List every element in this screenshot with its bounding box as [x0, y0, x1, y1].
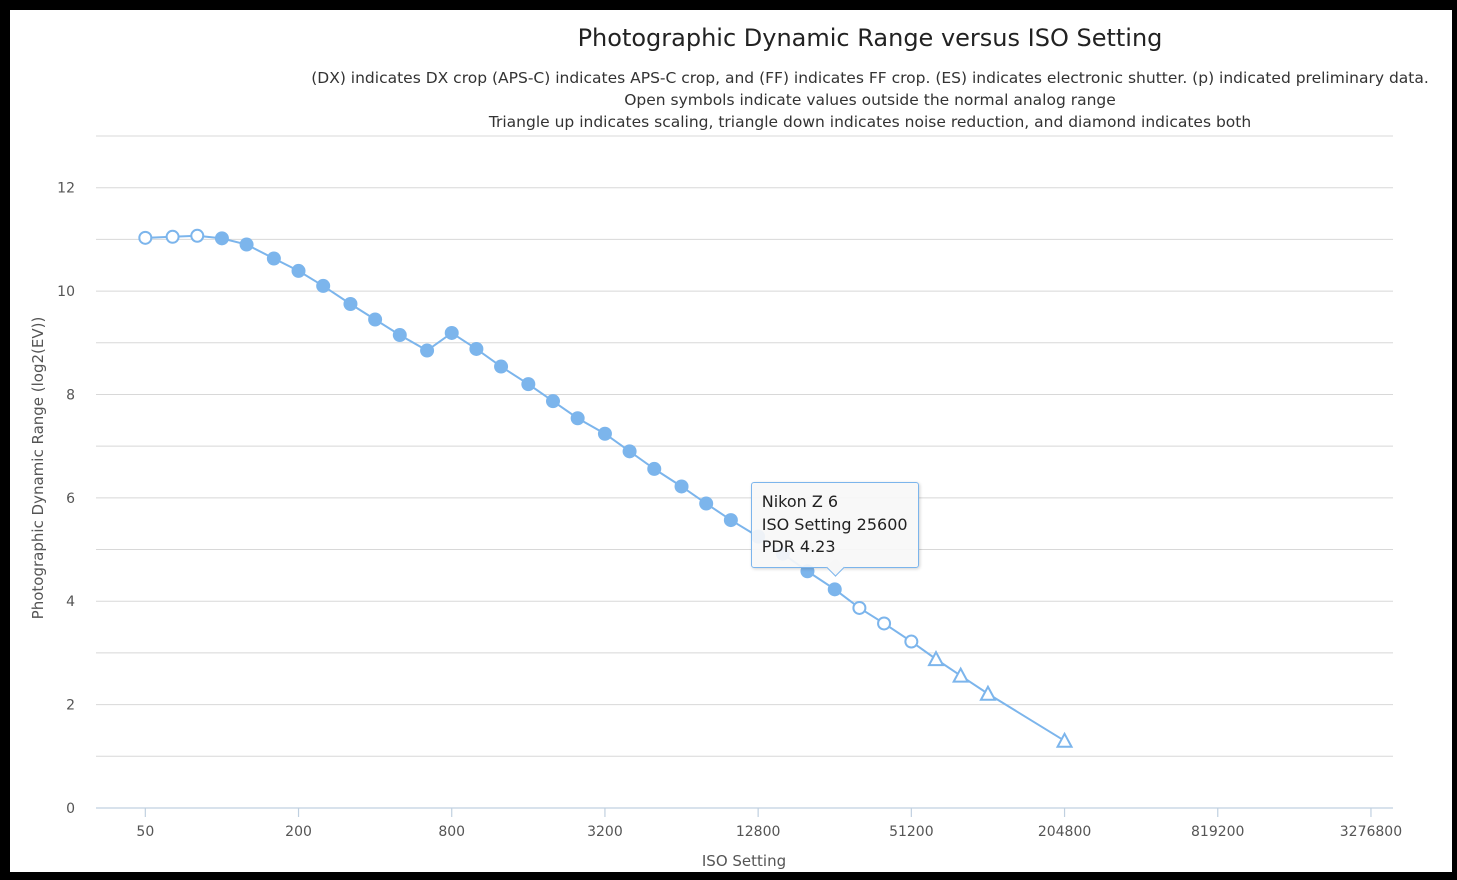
y-tick-label: 6 — [66, 491, 75, 507]
y-tick-label: 4 — [66, 594, 75, 610]
chart-subtitle-line-1: (DX) indicates DX crop (APS-C) indicates… — [311, 69, 1429, 87]
data-point — [392, 328, 407, 343]
data-point — [469, 341, 484, 356]
data-point-open — [165, 229, 180, 244]
x-tick-label: 819200 — [1191, 824, 1244, 840]
axes: 0 2 4 6 8 10 12 50 200 800 3200 12800 51200 204800 819… — [57, 181, 1402, 840]
x-tick-label: 12800 — [736, 824, 781, 840]
chart-subtitle-line-2: Open symbols indicate values outside the… — [624, 91, 1116, 109]
y-tick-label: 2 — [66, 698, 75, 714]
data-point — [827, 582, 842, 597]
data-point — [266, 251, 281, 266]
data-point — [723, 513, 738, 528]
y-axis-title: Photographic Dynamic Range (log2(EV)) — [29, 317, 47, 620]
data-point — [674, 479, 689, 494]
data-point-open — [877, 616, 892, 631]
y-tick-label: 10 — [57, 284, 75, 300]
x-tick-label: 3200 — [587, 824, 623, 840]
data-point — [291, 263, 306, 278]
data-point-triangle-up — [951, 666, 970, 683]
tooltip-iso: ISO Setting 25600 — [761, 514, 908, 534]
grid-lines — [96, 135, 1393, 757]
tooltip-pdr: PDR 4.23 — [761, 537, 836, 557]
data-point — [239, 237, 254, 252]
x-tick-label: 3276800 — [1340, 824, 1402, 840]
x-tick-label: 50 — [136, 824, 154, 840]
y-tick-label: 0 — [66, 801, 75, 817]
data-point — [494, 359, 509, 374]
chart-svg: Photographic Dynamic Range versus ISO Se… — [29, 24, 1429, 870]
data-point-triangle-up — [979, 684, 997, 701]
x-tick-label: 204800 — [1038, 824, 1091, 840]
tooltip-series-name: Nikon Z 6 — [761, 492, 839, 512]
data-point-open — [190, 228, 205, 243]
tooltip: Nikon Z 6 ISO Setting 25600 PDR 4.23 — [750, 482, 919, 568]
series-line — [145, 234, 1066, 742]
data-point — [368, 312, 383, 327]
data-point — [597, 426, 612, 441]
data-point-open — [852, 600, 867, 615]
data-point — [343, 297, 358, 311]
chart-title: Photographic Dynamic Range versus ISO Se… — [578, 24, 1163, 52]
data-point — [444, 325, 459, 340]
data-point-open — [138, 230, 153, 245]
data-point-triangle-up — [927, 650, 945, 667]
data-point — [699, 496, 714, 511]
data-point — [316, 278, 331, 293]
data-series — [138, 228, 1074, 748]
x-tick-label: 51200 — [889, 824, 934, 840]
y-tick-label: 12 — [57, 181, 75, 197]
x-axis-title: ISO Setting — [702, 852, 786, 870]
chart-subtitle-line-3: Triangle up indicates scaling, triangle … — [488, 113, 1251, 131]
chart-container: Photographic Dynamic Range versus ISO Se… — [10, 10, 1452, 872]
data-point — [521, 377, 536, 392]
data-point — [647, 461, 662, 476]
x-tick-label: 200 — [285, 824, 312, 840]
x-tick-label: 800 — [438, 824, 465, 840]
data-point — [570, 411, 585, 426]
data-point — [622, 444, 637, 459]
data-point-open — [904, 634, 919, 649]
data-point-triangle-up — [1055, 731, 1074, 748]
data-point — [420, 343, 435, 358]
data-point — [214, 231, 229, 246]
data-point — [545, 394, 560, 409]
y-tick-label: 8 — [66, 387, 75, 403]
